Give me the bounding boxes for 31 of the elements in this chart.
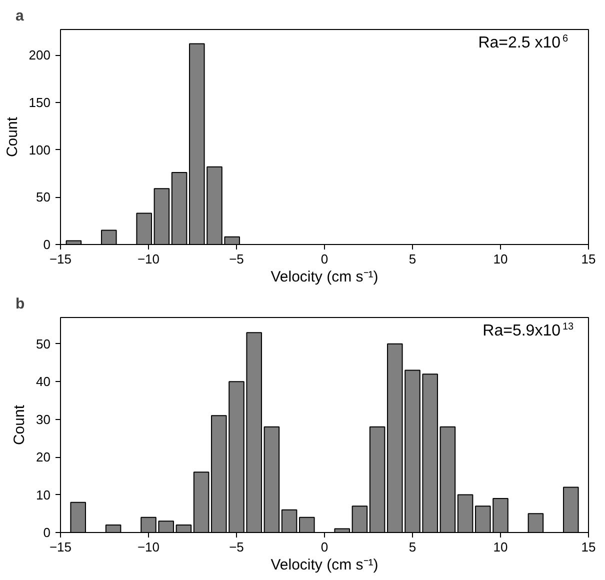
y-tick-label: 0 (43, 237, 51, 252)
x-tick-label: 10 (493, 540, 508, 554)
x-tick-label: 15 (581, 540, 596, 554)
chart-title: b (16, 296, 25, 312)
y-tick-label: 30 (36, 412, 51, 427)
chart-title: a (16, 8, 24, 24)
x-tick-label: −5 (229, 540, 244, 554)
x-tick-label: 10 (493, 252, 508, 266)
y-tick-label: 200 (28, 48, 51, 63)
x-tick-label: −15 (49, 252, 72, 266)
y-tick-label: 150 (28, 94, 51, 110)
y-tick-label: 10 (36, 487, 51, 502)
y-tick-label: 0 (43, 525, 51, 540)
x-tick-label: 5 (408, 252, 416, 266)
x-tick-label: −10 (137, 252, 160, 266)
y-tick-label: 40 (36, 374, 51, 390)
x-tick-label: 0 (320, 252, 328, 266)
x-tick-label: 0 (320, 540, 328, 554)
y-tick-label: 50 (36, 190, 51, 205)
y-tick-label: 100 (28, 142, 51, 158)
x-tick-label: −5 (229, 252, 244, 266)
x-axis-title: Velocity (cm s⁻¹) (270, 556, 378, 574)
y-axis-title: Count (11, 404, 28, 446)
y-axis-title: Count (4, 116, 21, 158)
y-tick-label: 50 (36, 336, 51, 352)
y-tick-label: 20 (36, 450, 51, 465)
x-tick-label: 5 (408, 540, 416, 554)
x-tick-label: 15 (581, 252, 596, 266)
x-tick-label: −10 (137, 540, 160, 554)
x-axis-title: Velocity (cm s⁻¹) (270, 268, 378, 286)
x-tick-label: −15 (49, 540, 72, 554)
